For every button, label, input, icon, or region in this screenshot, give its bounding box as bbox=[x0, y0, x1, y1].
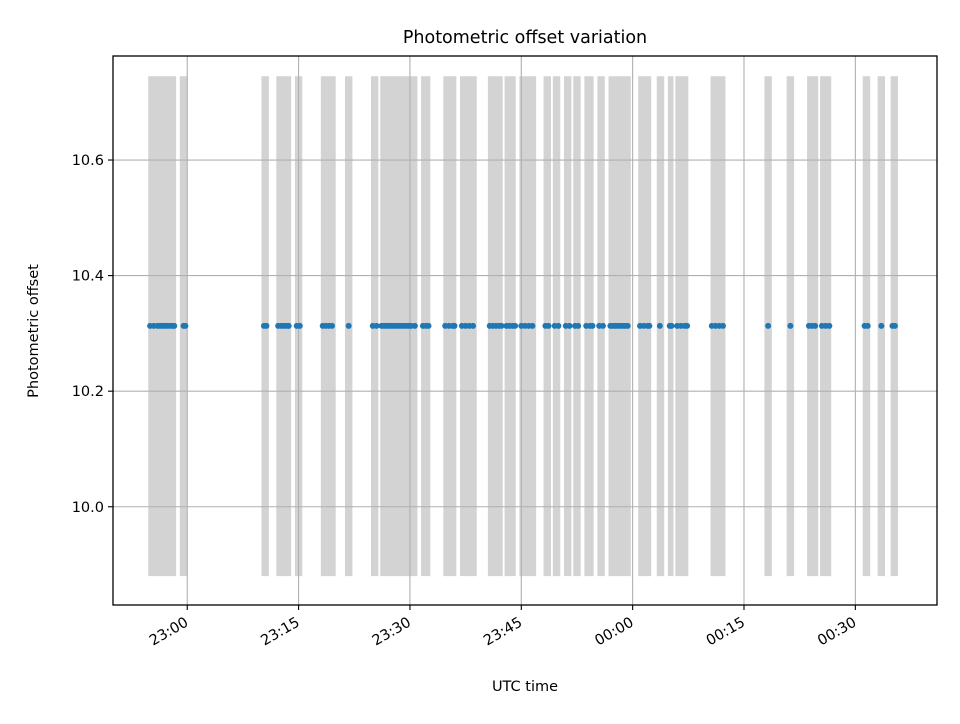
data-point bbox=[719, 322, 726, 329]
data-point bbox=[545, 322, 552, 329]
y-axis-ticks: 10.0 10.2 10.4 10.6 bbox=[72, 153, 113, 516]
data-point bbox=[296, 322, 303, 329]
data-point bbox=[599, 322, 606, 329]
data-point bbox=[470, 322, 477, 329]
data-point bbox=[765, 322, 772, 329]
data-point bbox=[555, 322, 562, 329]
data-point bbox=[624, 322, 631, 329]
data-point bbox=[182, 322, 189, 329]
x-axis-label: UTC time bbox=[492, 679, 558, 695]
data-point bbox=[345, 322, 352, 329]
plot-frame bbox=[112, 55, 938, 606]
data-point bbox=[411, 322, 418, 329]
data-point bbox=[812, 322, 819, 329]
grid-lines bbox=[113, 56, 937, 605]
data-point bbox=[656, 322, 663, 329]
data-point bbox=[263, 322, 270, 329]
data-point bbox=[864, 322, 871, 329]
data-point bbox=[425, 322, 432, 329]
data-point bbox=[566, 322, 573, 329]
data-point bbox=[512, 322, 519, 329]
data-point bbox=[589, 322, 596, 329]
data-point bbox=[373, 322, 380, 329]
y-tick-label: 10.0 bbox=[72, 500, 104, 516]
data-point bbox=[891, 322, 898, 329]
y-tick-label: 10.6 bbox=[72, 153, 104, 169]
data-point bbox=[529, 322, 536, 329]
y-tick-label: 10.2 bbox=[72, 384, 104, 400]
data-point bbox=[684, 322, 691, 329]
data-point bbox=[498, 322, 505, 329]
data-point bbox=[328, 322, 335, 329]
data-point bbox=[826, 322, 833, 329]
data-point bbox=[171, 322, 178, 329]
data-point bbox=[646, 322, 653, 329]
data-point bbox=[878, 322, 885, 329]
data-point bbox=[285, 322, 292, 329]
chart-title: Photometric offset variation bbox=[403, 28, 647, 48]
data-point bbox=[668, 322, 675, 329]
data-point bbox=[575, 322, 582, 329]
data-point bbox=[787, 322, 794, 329]
data-point bbox=[451, 322, 458, 329]
y-axis-label: Photometric offset bbox=[26, 264, 42, 398]
data-points bbox=[147, 322, 898, 329]
y-tick-label: 10.4 bbox=[72, 269, 104, 285]
